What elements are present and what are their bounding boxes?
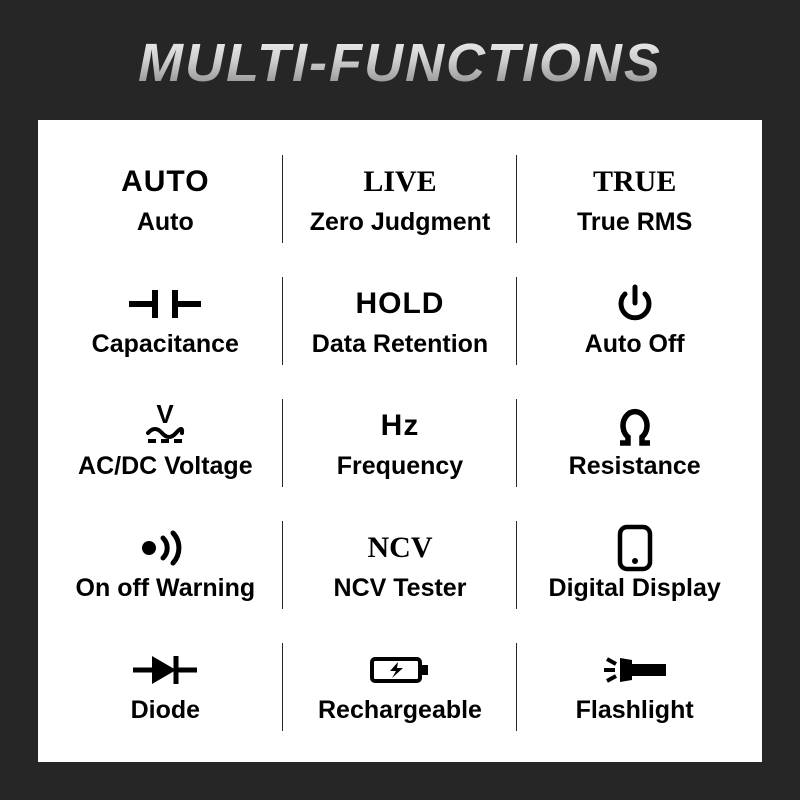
- data-retention-label: Data Retention: [312, 331, 488, 357]
- feature-on-off-warning: On off Warning: [48, 504, 283, 626]
- feature-ncv-tester: NCV NCV Tester: [283, 504, 518, 626]
- diode-label: Diode: [131, 697, 200, 723]
- auto-off-icon: [614, 281, 656, 327]
- auto-label: Auto: [137, 209, 194, 235]
- frequency-label: Frequency: [337, 453, 463, 479]
- rechargeable-label: Rechargeable: [318, 697, 482, 723]
- feature-diode: Diode: [48, 626, 283, 748]
- infographic-frame: MULTI-FUNCTIONS AUTO Auto LIVE Zero Judgmen…: [0, 0, 800, 800]
- flashlight-label: Flashlight: [576, 697, 694, 723]
- data-retention-icon: HOLD: [355, 281, 444, 327]
- resistance-icon: [612, 403, 658, 449]
- capacitance-icon: [125, 281, 205, 327]
- zero-judgment-icon-text: LIVE: [363, 165, 436, 199]
- feature-zero-judgment: LIVE Zero Judgment: [283, 138, 518, 260]
- on-off-warning-icon: [135, 525, 195, 571]
- digital-display-icon: [616, 525, 654, 571]
- feature-true-rms: TRUE True RMS: [517, 138, 752, 260]
- ncv-tester-icon-text: NCV: [367, 531, 432, 565]
- page-title: MULTI-FUNCTIONS: [38, 32, 762, 94]
- true-rms-label: True RMS: [577, 209, 692, 235]
- data-retention-icon-text: HOLD: [355, 287, 444, 321]
- auto-off-label: Auto Off: [585, 331, 685, 357]
- true-rms-icon: TRUE: [593, 159, 676, 205]
- feature-rechargeable: Rechargeable: [283, 626, 518, 748]
- feature-resistance: Resistance: [517, 382, 752, 504]
- ncv-tester-label: NCV Tester: [334, 575, 467, 601]
- feature-acdc-voltage: V AC/DC Voltage: [48, 382, 283, 504]
- svg-text:V: V: [157, 403, 175, 429]
- feature-frequency: Hz Frequency: [283, 382, 518, 504]
- capacitance-label: Capacitance: [92, 331, 239, 357]
- features-panel: AUTO Auto LIVE Zero Judgment TRUE True RMS Cap…: [38, 120, 762, 762]
- resistance-label: Resistance: [569, 453, 701, 479]
- auto-icon: AUTO: [121, 159, 209, 205]
- diode-icon: [130, 647, 200, 693]
- ncv-tester-icon: NCV: [367, 525, 432, 571]
- feature-auto-off: Auto Off: [517, 260, 752, 382]
- feature-auto: AUTO Auto: [48, 138, 283, 260]
- frequency-icon: Hz: [381, 403, 420, 449]
- feature-capacitance: Capacitance: [48, 260, 283, 382]
- true-rms-icon-text: TRUE: [593, 165, 676, 199]
- zero-judgment-icon: LIVE: [363, 159, 436, 205]
- feature-digital-display: Digital Display: [517, 504, 752, 626]
- frequency-icon-text: Hz: [381, 409, 420, 443]
- features-grid: AUTO Auto LIVE Zero Judgment TRUE True RMS Cap…: [48, 138, 752, 748]
- on-off-warning-label: On off Warning: [76, 575, 256, 601]
- flashlight-icon: [600, 647, 670, 693]
- rechargeable-icon: [369, 647, 431, 693]
- feature-data-retention: HOLD Data Retention: [283, 260, 518, 382]
- zero-judgment-label: Zero Judgment: [310, 209, 491, 235]
- digital-display-label: Digital Display: [549, 575, 721, 601]
- acdc-voltage-label: AC/DC Voltage: [78, 453, 253, 479]
- feature-flashlight: Flashlight: [517, 626, 752, 748]
- auto-icon-text: AUTO: [121, 165, 209, 199]
- acdc-voltage-icon: V: [138, 403, 192, 449]
